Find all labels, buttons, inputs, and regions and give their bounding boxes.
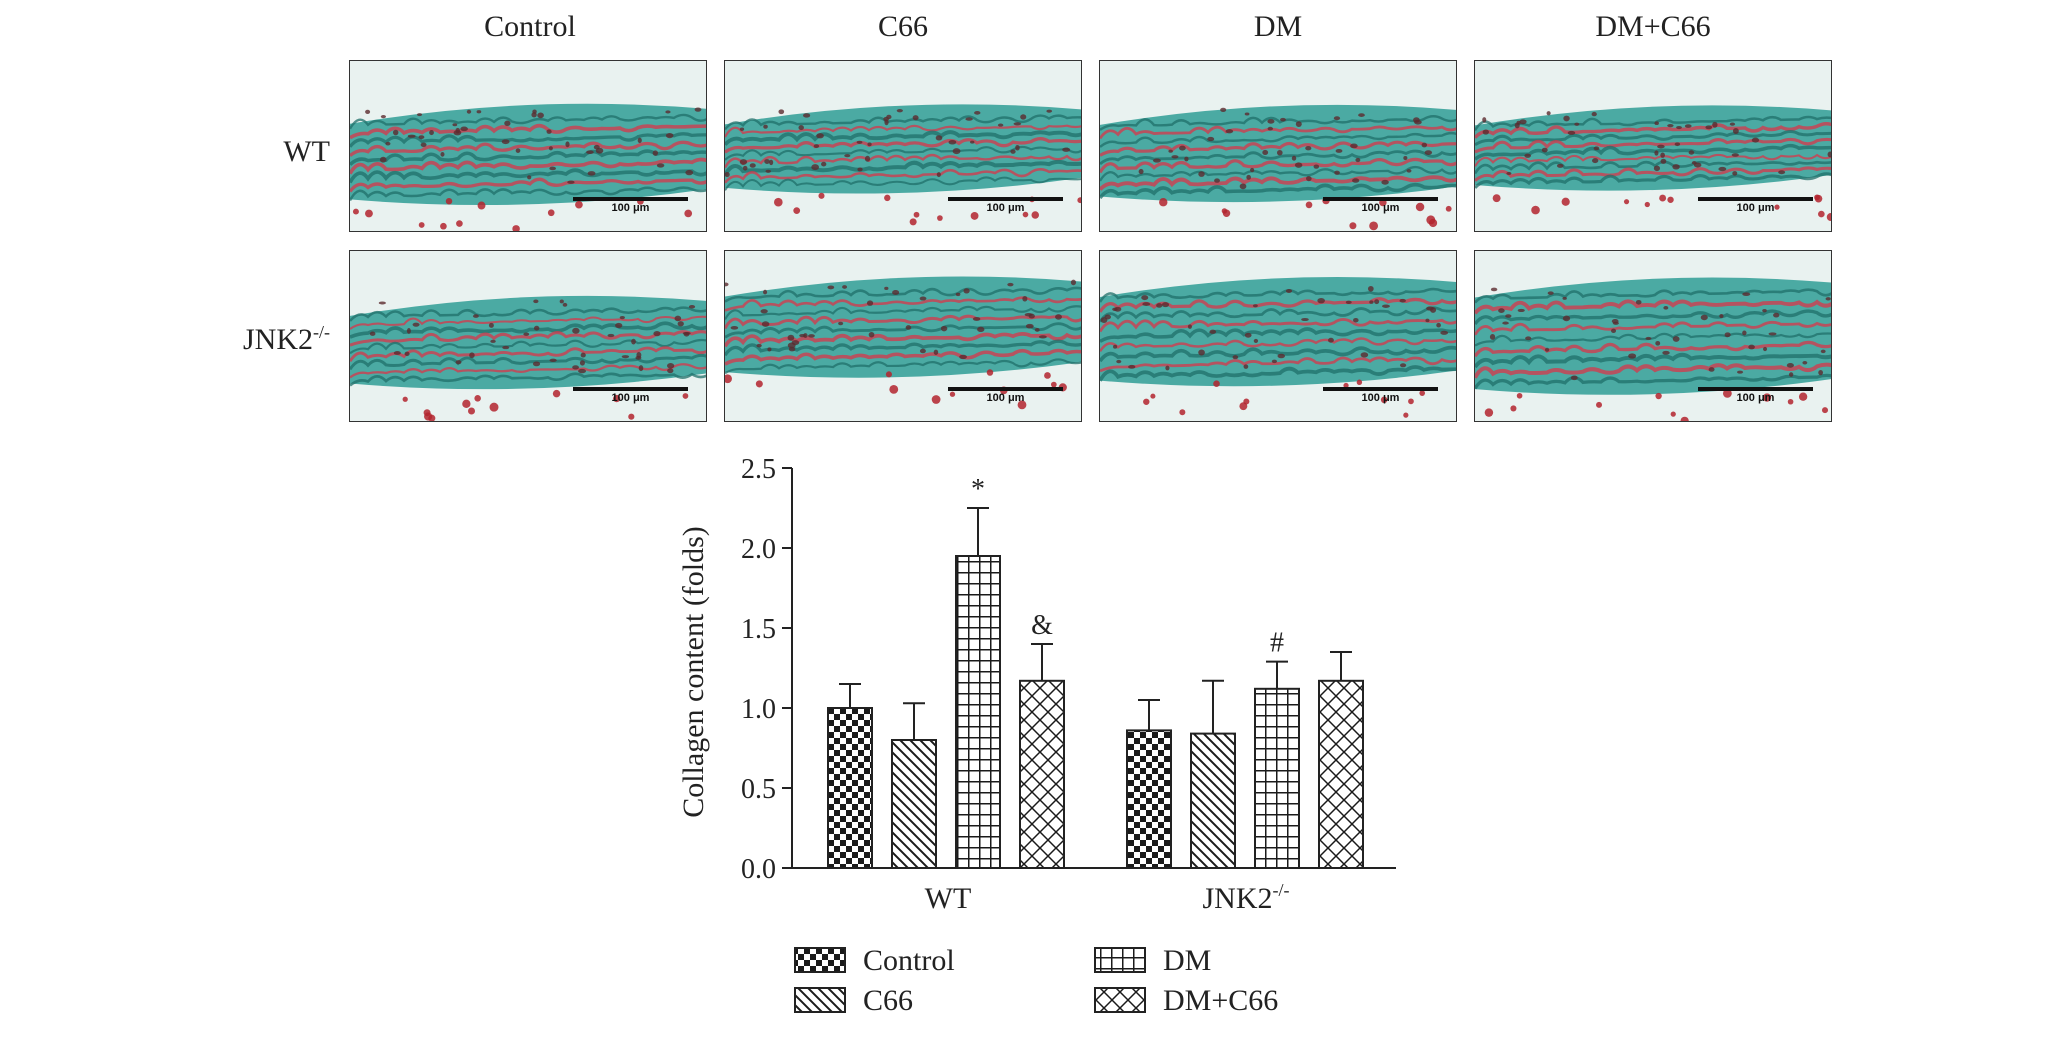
row-label-wt: WT xyxy=(283,135,330,168)
tissue-image xyxy=(1475,61,1831,231)
scale-bar-label: 100 μm xyxy=(1736,392,1775,404)
bar-dm xyxy=(1254,687,1300,869)
bar-c66 xyxy=(891,739,937,869)
y-tick-label: 0.5 xyxy=(741,774,776,805)
scale-bar-label: 100 μm xyxy=(611,392,650,404)
significance-mark: * xyxy=(971,474,985,505)
plot-area: 0.0 0.5 1.0 1.5 2.0 2.5 * # & WT JNK2-/- Control C66… xyxy=(741,454,1396,1017)
y-axis-label: Collagen content (folds) xyxy=(677,526,710,818)
bar-dm xyxy=(955,555,1001,869)
legend-swatch xyxy=(794,947,846,973)
legend-swatch xyxy=(794,987,846,1013)
y-tick-label: 2.0 xyxy=(741,534,776,565)
x-category-label: WT xyxy=(925,882,972,915)
y-tick-label: 0.0 xyxy=(741,854,776,885)
legend-swatch xyxy=(1094,987,1146,1013)
column-label-dm: DM xyxy=(1253,10,1303,43)
bar-c66 xyxy=(1190,732,1236,869)
tissue-image xyxy=(725,251,1081,421)
micrograph-jnk2-dm-c66: 100 μm xyxy=(1474,250,1832,422)
tissue-image xyxy=(350,251,706,421)
scale-bar: 100 μm xyxy=(948,197,1063,219)
tissue-image xyxy=(350,61,706,231)
scale-bar-label: 100 μm xyxy=(1361,202,1400,214)
significance-mark: & xyxy=(1031,610,1053,641)
scale-bar-label: 100 μm xyxy=(1736,202,1775,214)
legend-label: Control xyxy=(863,944,955,977)
scale-bar-label: 100 μm xyxy=(611,202,650,214)
bar-dm-c66 xyxy=(1019,679,1065,869)
tissue-image xyxy=(1100,251,1456,421)
legend-label: DM xyxy=(1163,944,1211,977)
y-tick-label: 2.5 xyxy=(741,454,776,485)
column-label-dm-c66: DM+C66 xyxy=(1595,10,1711,43)
scale-bar: 100 μm xyxy=(573,387,688,409)
scale-bar: 100 μm xyxy=(573,197,688,219)
micrograph-wt-control: 100 μm xyxy=(349,60,707,232)
scale-bar: 100 μm xyxy=(1698,387,1813,409)
micrograph-jnk2-dm: 100 μm xyxy=(1099,250,1457,422)
row-label-jnk2: JNK2-/- xyxy=(242,322,330,356)
legend-label: DM+C66 xyxy=(1163,984,1278,1017)
bar-control xyxy=(1126,729,1172,870)
scale-bar-label: 100 μm xyxy=(986,202,1025,214)
tissue-image xyxy=(1100,61,1456,231)
y-tick-label: 1.0 xyxy=(741,694,776,725)
micrograph-jnk2-c66: 100 μm xyxy=(724,250,1082,422)
scale-bar: 100 μm xyxy=(1323,387,1438,409)
micrograph-wt-dm-c66: 100 μm xyxy=(1474,60,1832,232)
scale-bar: 100 μm xyxy=(1698,197,1813,219)
column-label-control: Control xyxy=(484,10,576,43)
legend-label: C66 xyxy=(863,984,913,1017)
tissue-image xyxy=(1475,251,1831,421)
significance-mark: # xyxy=(1270,628,1284,659)
micrograph-wt-c66: 100 μm xyxy=(724,60,1082,232)
legend-swatch xyxy=(1094,947,1146,973)
bar-control xyxy=(827,707,873,869)
column-label-c66: C66 xyxy=(877,10,928,43)
micrograph-jnk2-control: 100 μm xyxy=(349,250,707,422)
y-tick-label: 1.5 xyxy=(741,614,776,645)
scale-bar-label: 100 μm xyxy=(986,392,1025,404)
scale-bar: 100 μm xyxy=(1323,197,1438,219)
micrograph-wt-dm: 100 μm xyxy=(1099,60,1457,232)
scale-bar: 100 μm xyxy=(948,387,1063,409)
scale-bar-label: 100 μm xyxy=(1361,392,1400,404)
tissue-image xyxy=(725,61,1081,231)
bar-dm-c66 xyxy=(1318,679,1364,869)
x-category-label: JNK2-/- xyxy=(1202,880,1289,915)
